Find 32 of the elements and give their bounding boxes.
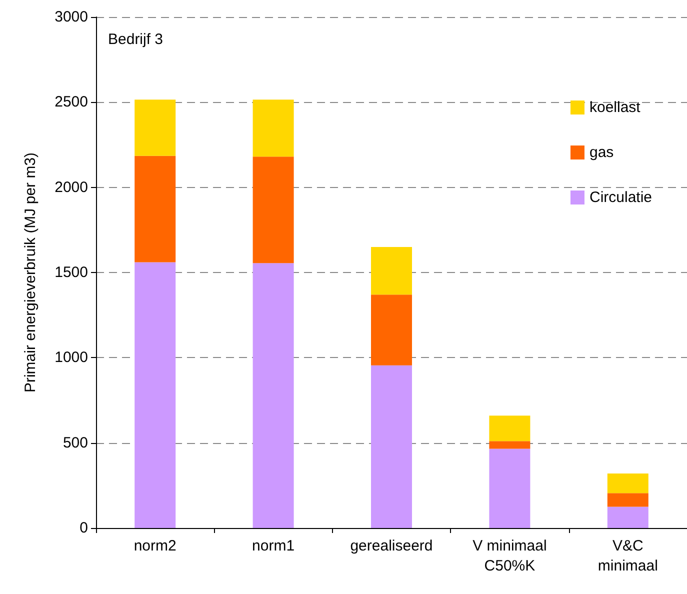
y-axis-title: Primair energieverbruik (MJ per m3): [22, 152, 39, 393]
y-tick-label: 1000: [54, 349, 88, 366]
x-tick-label: norm1: [252, 538, 295, 554]
annotation: Bedrijf 3: [108, 31, 164, 48]
legend-label: gas: [589, 144, 614, 161]
bar: [371, 365, 412, 528]
bar: [252, 156, 294, 264]
y-tick-label: 0: [80, 520, 88, 536]
bar: [252, 263, 294, 528]
x-tick-label: V minimaal C50%K: [472, 538, 547, 574]
bar: [252, 100, 294, 157]
bar: [371, 246, 412, 295]
x-tick-label: V&C minimaal: [598, 538, 658, 574]
bar: [371, 294, 412, 366]
y-tick-label: 2000: [54, 178, 88, 196]
bar: [489, 441, 530, 449]
bar: [607, 473, 648, 494]
y-tick-label: 2500: [54, 94, 88, 111]
legend-label: koellast: [589, 99, 642, 116]
y-tick-label: 500: [62, 434, 88, 452]
bar: [134, 156, 176, 262]
bar: [489, 448, 530, 528]
bar: [489, 416, 530, 442]
x-tick-label: norm2: [134, 538, 176, 554]
bar: [134, 262, 176, 528]
bar: [134, 100, 176, 156]
legend-label: Circulatie: [589, 189, 652, 206]
bar: [607, 493, 648, 507]
x-tick-label: gerealiseerd: [350, 538, 433, 554]
y-tick-label: 3000: [54, 8, 88, 26]
bar: [607, 506, 648, 528]
y-tick-label: 1500: [54, 264, 88, 281]
